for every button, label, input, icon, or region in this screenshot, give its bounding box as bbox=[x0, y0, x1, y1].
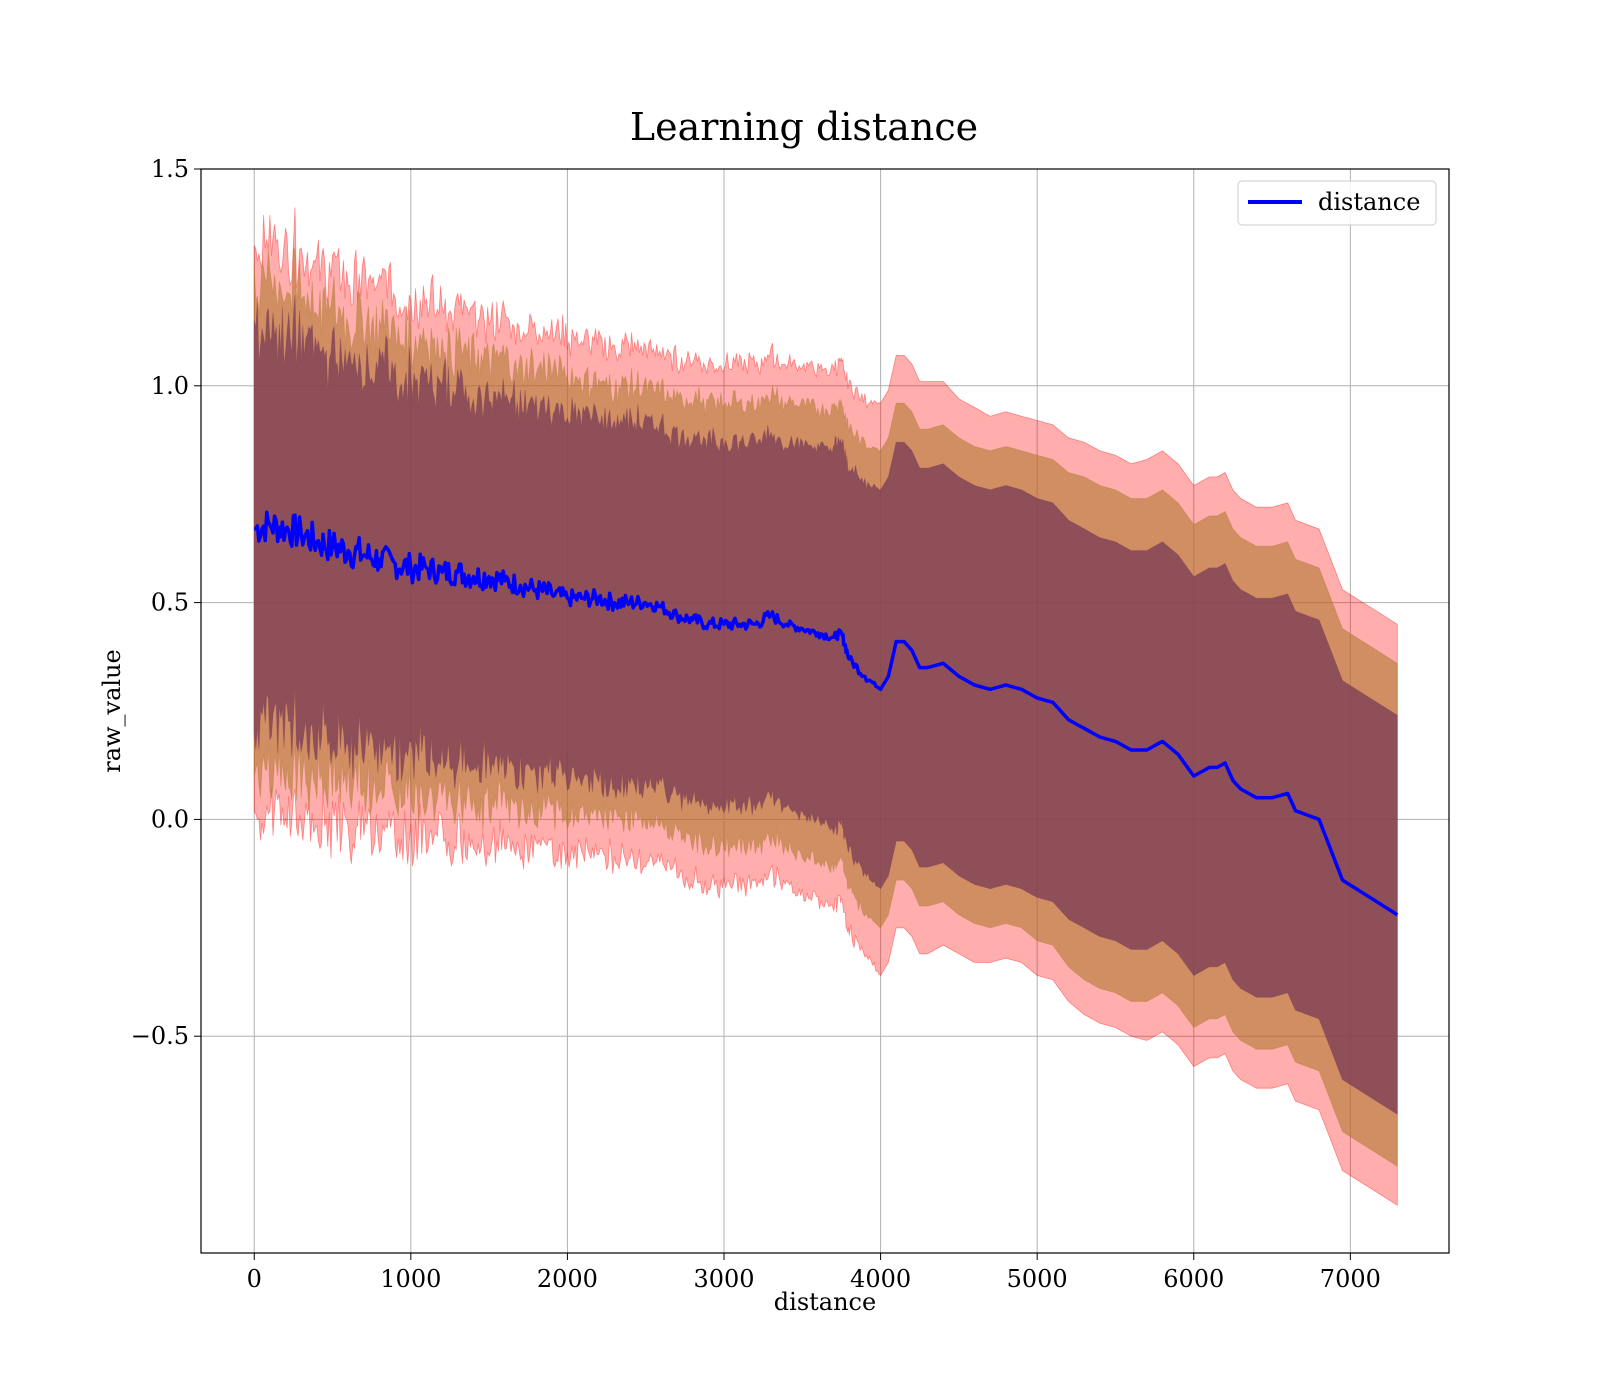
confidence-bands bbox=[253, 207, 1398, 1207]
y-tick-label: 1.0 bbox=[151, 372, 189, 400]
y-tick-label: −0.5 bbox=[131, 1022, 189, 1050]
x-tick-label: 1000 bbox=[380, 1265, 441, 1293]
x-tick-label: 2000 bbox=[537, 1265, 598, 1293]
plot-area bbox=[200, 168, 1450, 1254]
y-tick-label: 1.5 bbox=[151, 155, 189, 183]
chart-title: Learning distance bbox=[630, 105, 978, 149]
series-lines bbox=[254, 510, 1399, 917]
band-inner bbox=[253, 295, 1398, 1115]
x-axis-label: distance bbox=[774, 1288, 876, 1316]
y-axis-label: raw_value bbox=[98, 649, 126, 773]
x-tick-label: 6000 bbox=[1163, 1265, 1224, 1293]
y-axis: −0.5 0.0 0.5 1.0 1.5 bbox=[131, 155, 201, 1050]
x-tick-label: 3000 bbox=[693, 1265, 754, 1293]
plot-frame bbox=[200, 168, 1450, 1254]
x-tick-label: 4000 bbox=[850, 1265, 911, 1293]
x-axis: 0 1000 2000 3000 4000 5000 6000 7000 bbox=[247, 1253, 1381, 1293]
x-tick-label: 7000 bbox=[1320, 1265, 1381, 1293]
legend: distance bbox=[1237, 180, 1437, 226]
series-line-distance bbox=[254, 510, 1399, 917]
x-tick-label: 0 bbox=[247, 1265, 262, 1293]
legend-box bbox=[1237, 180, 1437, 226]
y-tick-label: 0.0 bbox=[151, 805, 189, 833]
y-tick-label: 0.5 bbox=[151, 589, 189, 617]
x-tick-label: 5000 bbox=[1007, 1265, 1068, 1293]
legend-label-distance: distance bbox=[1318, 188, 1420, 216]
